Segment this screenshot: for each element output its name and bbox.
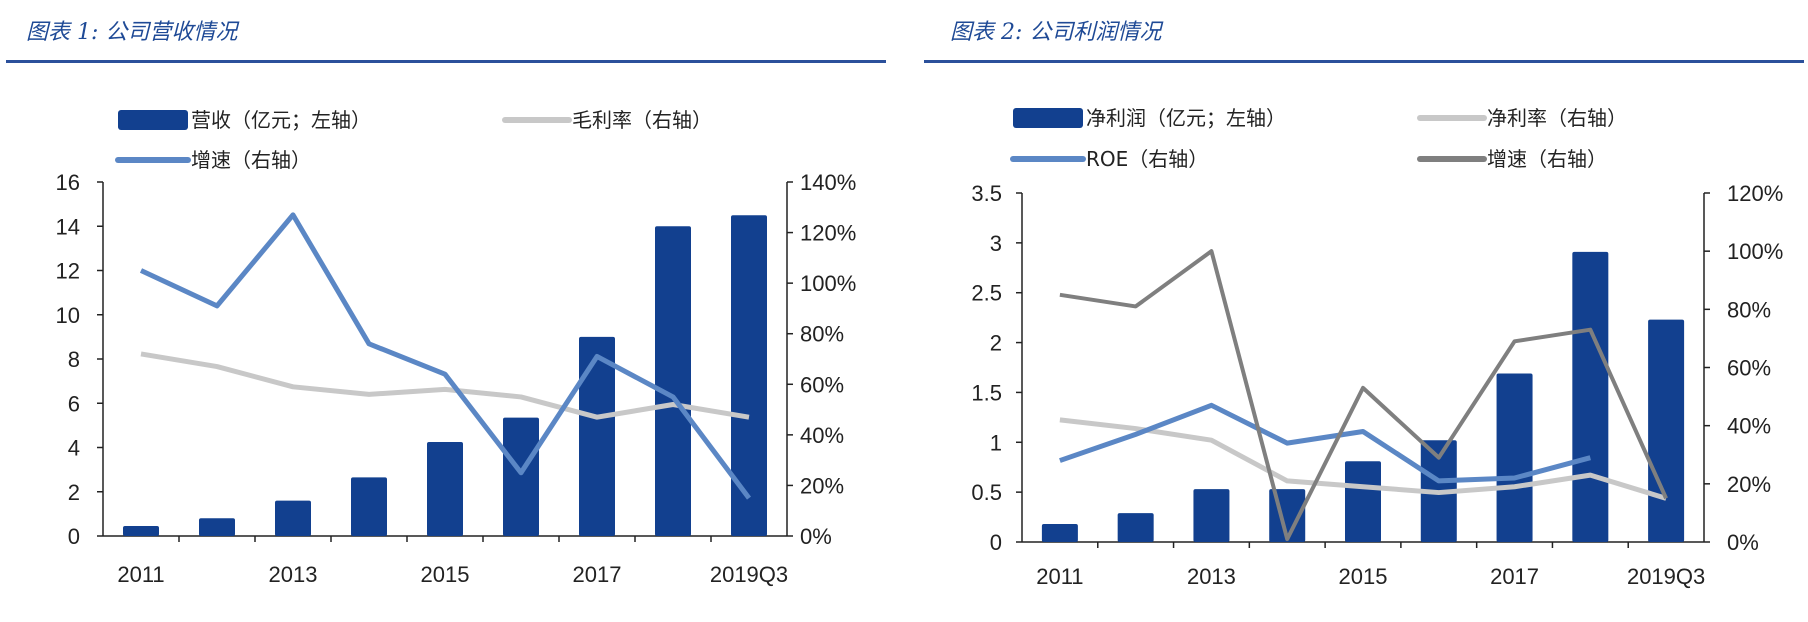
chart-1-bar [655,226,691,536]
chart-2-x-tick-label: 2011 [1036,564,1083,589]
chart-1-x-tick-label: 2013 [269,562,318,587]
chart-1-left-tick-label: 10 [56,303,80,328]
chart-2-right-tick-label: 120% [1727,181,1783,206]
chart-1-left-tick-label: 8 [68,347,80,372]
chart-2-x-tick-label: 2017 [1490,564,1539,589]
chart-2-line-series-2 [1059,402,1591,484]
chart-1-left-tick-label: 0 [68,524,80,549]
chart-1-legend-swatch-bar [118,110,188,130]
chart-2-legend-label: 净利率（右轴） [1487,106,1627,130]
chart-1-left-tick-label: 6 [68,391,80,416]
chart-2-left-tick-label: 2.5 [971,281,1002,306]
chart-2-bar [1496,373,1533,542]
chart-1-bar [579,336,615,536]
chart-1-right-tick-label: 40% [800,423,844,448]
chart-2-legend-label: 增速（右轴） [1487,147,1607,171]
chart-1-legend-label: 增速（右轴） [191,148,311,172]
chart-1-left-tick-label: 16 [56,170,80,195]
chart-2-x-tick-label: 2015 [1339,564,1388,589]
chart-1-bar [503,417,539,536]
chart-2-right-tick-label: 20% [1727,472,1771,497]
chart-1-x-tick-label: 2011 [117,562,164,587]
chart-1-bar [275,500,311,536]
chart-1-right-tick-label: 140% [800,170,856,195]
chart-1-title-rule [6,60,886,63]
chart-2-bar [1041,524,1078,542]
chart-2-left-tick-label: 3 [990,231,1002,256]
chart-2-x-tick-label: 2013 [1187,564,1236,589]
chart-1-left-tick-label: 4 [68,436,80,461]
chart-1-legend-label: 营收（亿元；左轴） [191,108,371,132]
chart-2-left-tick-label: 0.5 [971,480,1002,505]
chart-2-right-tick-label: 40% [1727,414,1771,439]
chart-2-title-rule [924,60,1804,63]
chart-2-left-tick-label: 1.5 [971,380,1002,405]
chart-2-right-tick-label: 100% [1727,239,1783,264]
chart-1-right-tick-label: 100% [800,271,856,296]
chart-1-right-tick-label: 80% [800,322,844,347]
chart-2-bar [1193,489,1230,542]
chart-2-right-tick-label: 0% [1727,530,1759,555]
chart-1-right-tick-label: 60% [800,372,844,397]
chart-1-right-tick-label: 120% [800,221,856,246]
chart-2-bar [1117,513,1154,542]
chart-1-x-tick-label: 2017 [573,562,622,587]
chart-1-right-tick-label: 0% [800,524,832,549]
chart-1-right-tick-label: 20% [800,473,844,498]
chart-2-bar [1648,319,1685,542]
chart-1-bar [351,477,387,536]
chart-2-x-tick-label: 2019Q3 [1627,564,1705,589]
chart-2-left-tick-label: 0 [990,530,1002,555]
chart-1-left-tick-label: 14 [56,214,80,239]
chart-2-bar [1572,251,1609,542]
chart-2-left-tick-label: 2 [990,331,1002,356]
chart-2-title: 图表 2: 公司利润情况 [950,20,1162,45]
chart-1-bar [123,526,159,536]
chart-1-left-tick-label: 2 [68,480,80,505]
chart-2-right-tick-label: 60% [1727,356,1771,381]
chart-2-bar [1345,461,1381,542]
chart-2-right-tick-label: 80% [1727,297,1771,322]
chart-1-left-tick-label: 12 [56,259,80,284]
chart-1-bar [427,441,463,536]
chart-1-x-tick-label: 2019Q3 [710,562,788,587]
chart-1-x-tick-label: 2015 [421,562,470,587]
chart-2-left-tick-label: 1 [990,430,1002,455]
chart-1-bar [199,518,235,536]
chart-1-legend-label: 毛利率（右轴） [572,108,712,132]
chart-2-left-tick-label: 3.5 [971,181,1002,206]
chart-2-legend-label: 净利润（亿元；左轴） [1086,106,1286,130]
chart-2-legend-label: ROE（右轴） [1086,147,1208,171]
chart-1-title: 图表 1: 公司营收情况 [26,20,238,45]
chart-2-legend-swatch-bar [1013,108,1083,128]
chart-1-bar [731,215,767,536]
